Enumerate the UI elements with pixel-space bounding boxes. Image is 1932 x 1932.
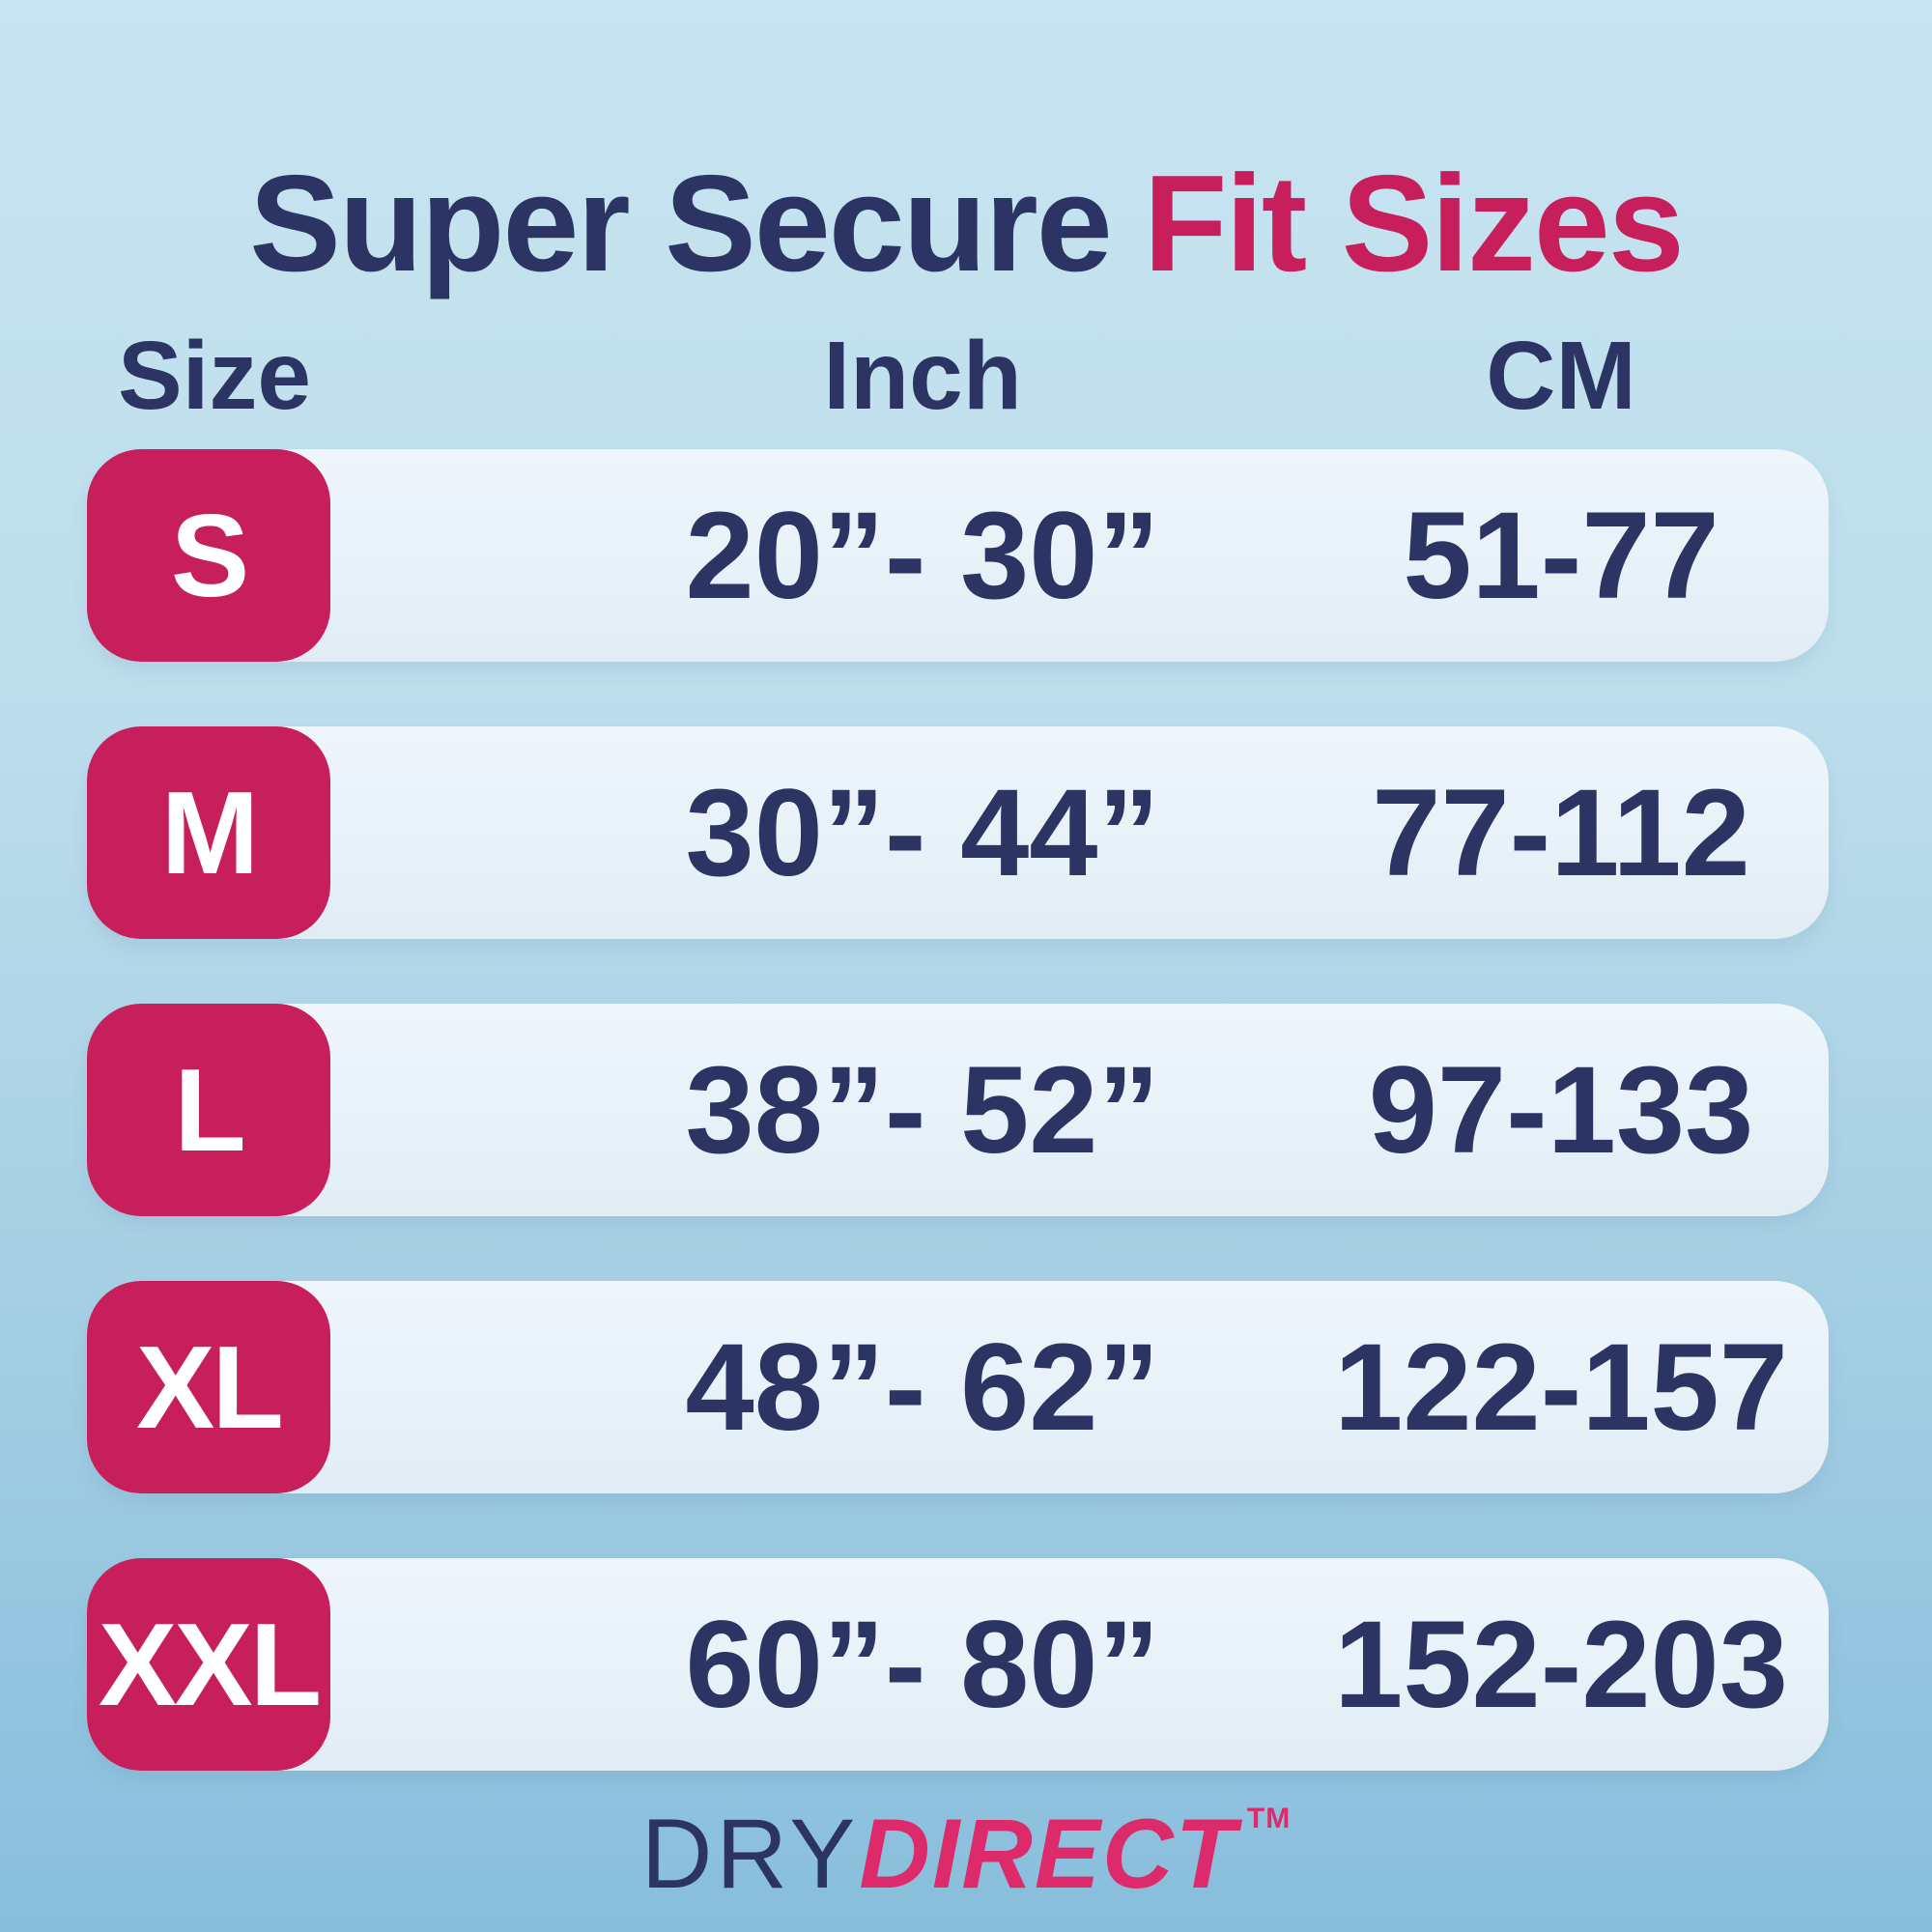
page-title: Super Secure Fit Sizes xyxy=(0,138,1932,310)
table-row-xl: XL 48”- 62” 122-157 xyxy=(87,1281,1829,1493)
cm-range: 97-133 xyxy=(1368,1040,1754,1179)
size-badge-label: S xyxy=(170,490,249,621)
table-row-l: L 38”- 52” 97-133 xyxy=(87,1004,1829,1216)
inch-range: 38”- 52” xyxy=(685,1040,1160,1179)
brand-wordmark-dry: DRY xyxy=(640,1799,860,1909)
size-badge-l: L xyxy=(87,1004,330,1216)
title-text-navy: Super Secure xyxy=(249,147,1113,301)
size-badge-m: M xyxy=(87,726,330,939)
cm-range: 77-112 xyxy=(1372,763,1750,902)
size-badge-s: S xyxy=(87,449,330,662)
inch-range: 20”- 30” xyxy=(685,486,1160,625)
inch-range: 30”- 44” xyxy=(685,763,1160,902)
table-row-m: M 30”- 44” 77-112 xyxy=(87,726,1829,939)
cm-range: 152-203 xyxy=(1334,1595,1788,1734)
brand-wordmark-direct: DIRECT xyxy=(859,1799,1237,1909)
row-background xyxy=(87,726,1829,939)
column-header-inch: Inch xyxy=(823,322,1022,430)
inch-range: 60”- 80” xyxy=(685,1595,1160,1734)
size-badge-label: XL xyxy=(136,1321,284,1453)
cm-range: 122-157 xyxy=(1334,1318,1788,1457)
inch-range: 48”- 62” xyxy=(685,1318,1160,1457)
size-badge-xl: XL xyxy=(87,1281,330,1493)
title-text-pink: Fit Sizes xyxy=(1143,147,1685,301)
size-badge-label: M xyxy=(160,767,260,898)
column-header-cm: CM xyxy=(1486,322,1636,430)
table-row-s: S 20”- 30” 51-77 xyxy=(87,449,1829,662)
size-badge-label: XXL xyxy=(98,1599,322,1730)
size-badge-label: L xyxy=(174,1044,246,1176)
size-badge-xxl: XXL xyxy=(87,1558,330,1771)
row-background xyxy=(87,1004,1829,1216)
table-row-xxl: XXL 60”- 80” 152-203 xyxy=(87,1558,1829,1771)
row-background xyxy=(87,449,1829,662)
row-background xyxy=(87,1281,1829,1493)
brand-logo: DRYDIRECT TM xyxy=(0,1803,1932,1904)
row-background xyxy=(87,1558,1829,1771)
cm-range: 51-77 xyxy=(1403,486,1719,625)
trademark-symbol: TM xyxy=(1246,1803,1292,1834)
column-header-size: Size xyxy=(117,322,312,430)
